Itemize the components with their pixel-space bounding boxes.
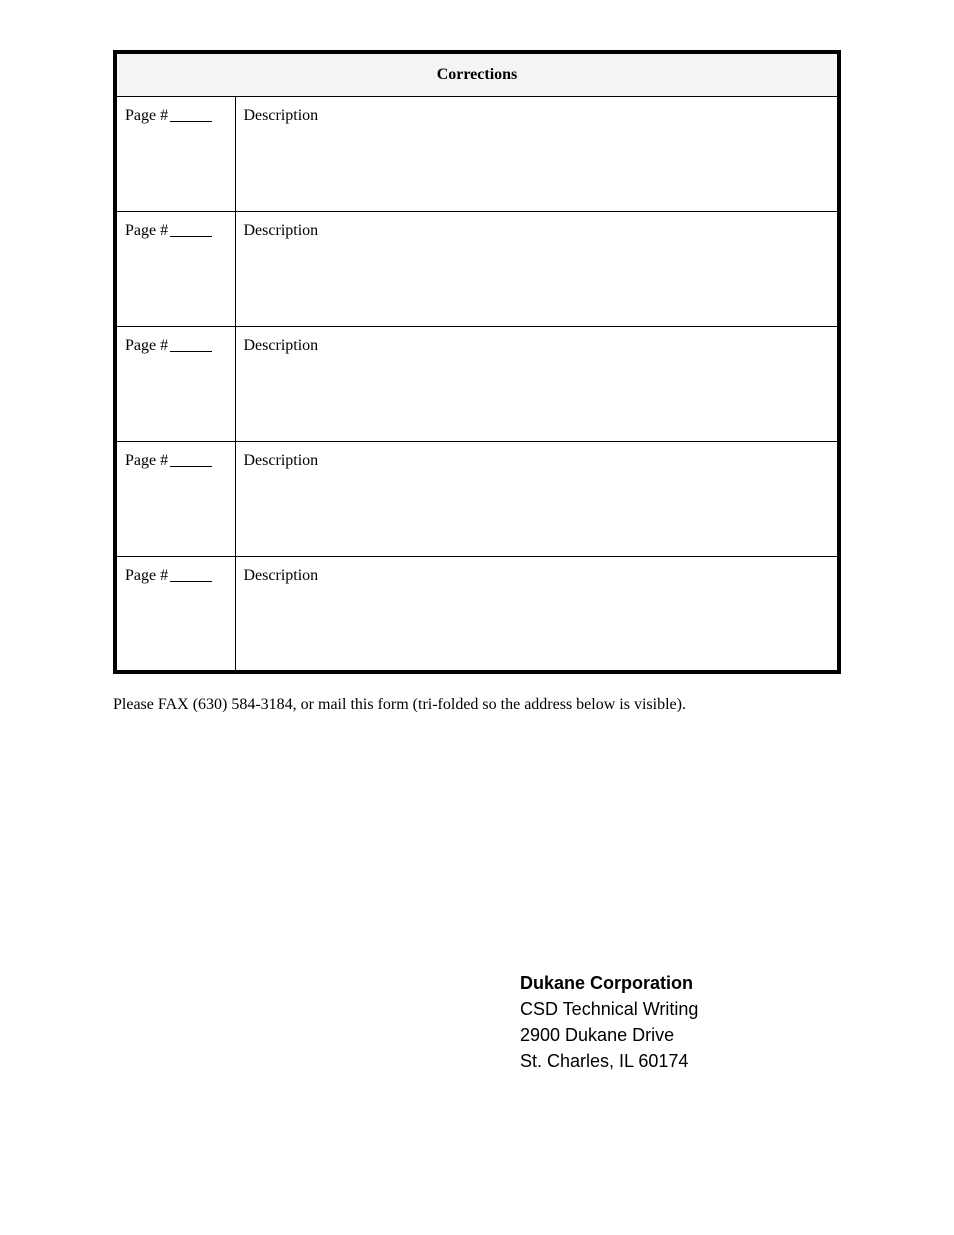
- page-label: Page #: [125, 567, 168, 584]
- table-header-row: Corrections: [115, 52, 839, 97]
- page-blank-line: [170, 351, 212, 352]
- description-cell: Description: [235, 212, 839, 327]
- table-row: Page # Description: [115, 557, 839, 672]
- address-city-state-zip: St. Charles, IL 60174: [520, 1048, 698, 1074]
- page-label: Page #: [125, 452, 168, 469]
- description-cell: Description: [235, 327, 839, 442]
- description-cell: Description: [235, 557, 839, 672]
- page-number-cell: Page #: [115, 442, 235, 557]
- page-number-cell: Page #: [115, 212, 235, 327]
- instruction-text: Please FAX (630) 584-3184, or mail this …: [113, 696, 841, 714]
- description-label: Description: [244, 567, 319, 584]
- page-blank-line: [170, 466, 212, 467]
- description-label: Description: [244, 452, 319, 469]
- address-company: Dukane Corporation: [520, 970, 698, 996]
- page-blank-line: [170, 236, 212, 237]
- description-label: Description: [244, 107, 319, 124]
- address-block: Dukane Corporation CSD Technical Writing…: [520, 970, 698, 1074]
- page-number-cell: Page #: [115, 327, 235, 442]
- table-row: Page # Description: [115, 327, 839, 442]
- table-body: Page # Description Page # Description Pa…: [115, 97, 839, 672]
- page-blank-line: [170, 121, 212, 122]
- description-cell: Description: [235, 442, 839, 557]
- address-street: 2900 Dukane Drive: [520, 1022, 698, 1048]
- table-row: Page # Description: [115, 212, 839, 327]
- page-number-cell: Page #: [115, 97, 235, 212]
- table-row: Page # Description: [115, 97, 839, 212]
- table-row: Page # Description: [115, 442, 839, 557]
- description-label: Description: [244, 222, 319, 239]
- page-number-cell: Page #: [115, 557, 235, 672]
- description-label: Description: [244, 337, 319, 354]
- description-cell: Description: [235, 97, 839, 212]
- address-dept: CSD Technical Writing: [520, 996, 698, 1022]
- corrections-table: Corrections Page # Description Page # De…: [113, 50, 841, 674]
- page-blank-line: [170, 581, 212, 582]
- table-header: Corrections: [115, 52, 839, 97]
- page-label: Page #: [125, 337, 168, 354]
- page-container: Corrections Page # Description Page # De…: [0, 0, 954, 714]
- page-label: Page #: [125, 107, 168, 124]
- page-label: Page #: [125, 222, 168, 239]
